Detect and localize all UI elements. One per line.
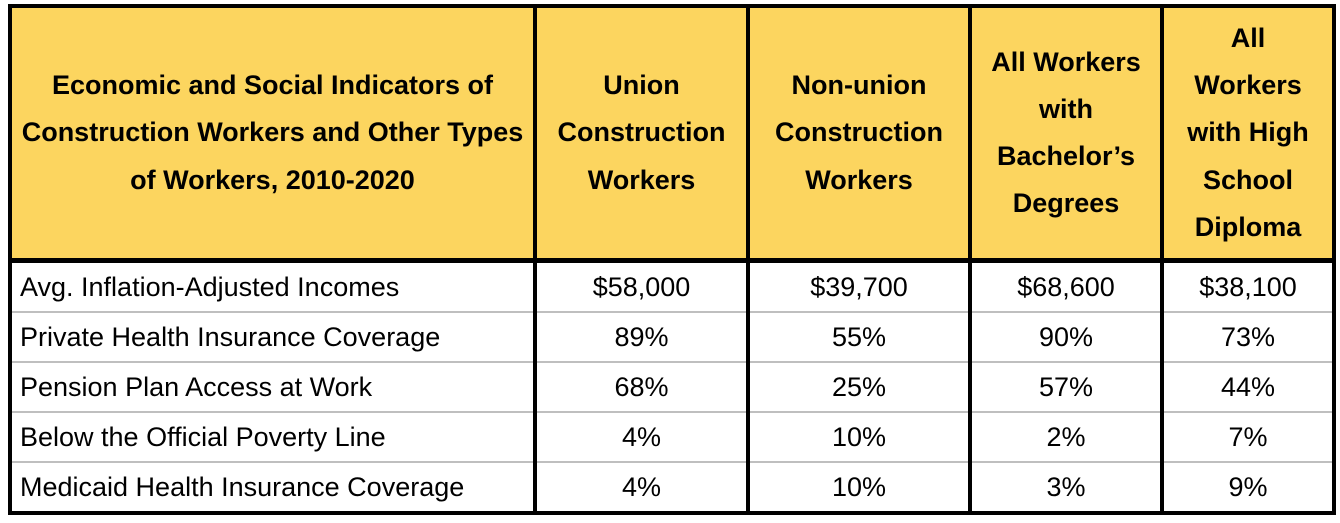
column-header-union-construction: Union Construction Workers	[533, 6, 748, 263]
row-label-cell: Avg. Inflation-Adjusted Incomes	[10, 260, 535, 312]
value-cell: 90%	[968, 311, 1162, 362]
value-cell: 44%	[1160, 361, 1334, 412]
value-cell: $68,600	[968, 260, 1162, 312]
indicators-table: Economic and Social Indicators of Constr…	[8, 4, 1336, 515]
table-row: Pension Plan Access at Work 68% 25% 57% …	[10, 361, 1334, 412]
value-cell: 3%	[968, 461, 1162, 513]
value-cell: 10%	[746, 411, 970, 462]
value-cell: 55%	[746, 311, 970, 362]
value-cell: 25%	[746, 361, 970, 412]
table-body: Avg. Inflation-Adjusted Incomes $58,000 …	[10, 260, 1334, 513]
value-cell: 4%	[533, 461, 748, 513]
value-cell: 9%	[1160, 461, 1334, 513]
column-header-non-union-construction: Non-union Construction Workers	[746, 6, 970, 263]
table-row: Below the Official Poverty Line 4% 10% 2…	[10, 411, 1334, 462]
value-cell: $39,700	[746, 260, 970, 312]
value-cell: 10%	[746, 461, 970, 513]
value-cell: $38,100	[1160, 260, 1334, 312]
table-header-row: Economic and Social Indicators of Constr…	[10, 6, 1334, 263]
value-cell: 73%	[1160, 311, 1334, 362]
value-cell: $58,000	[533, 260, 748, 312]
column-header-high-school-diploma: All Workers with High School Diploma	[1160, 6, 1334, 263]
value-cell: 89%	[533, 311, 748, 362]
value-cell: 2%	[968, 411, 1162, 462]
table-title-header: Economic and Social Indicators of Constr…	[10, 6, 535, 263]
value-cell: 4%	[533, 411, 748, 462]
table-row: Private Health Insurance Coverage 89% 55…	[10, 311, 1334, 362]
value-cell: 7%	[1160, 411, 1334, 462]
row-label-cell: Below the Official Poverty Line	[10, 411, 535, 462]
row-label-cell: Medicaid Health Insurance Coverage	[10, 461, 535, 513]
value-cell: 57%	[968, 361, 1162, 412]
row-label-cell: Pension Plan Access at Work	[10, 361, 535, 412]
table-row: Medicaid Health Insurance Coverage 4% 10…	[10, 461, 1334, 513]
column-header-bachelors-degrees: All Workers with Bachelor’s Degrees	[968, 6, 1162, 263]
value-cell: 68%	[533, 361, 748, 412]
row-label-cell: Private Health Insurance Coverage	[10, 311, 535, 362]
table-row: Avg. Inflation-Adjusted Incomes $58,000 …	[10, 260, 1334, 312]
